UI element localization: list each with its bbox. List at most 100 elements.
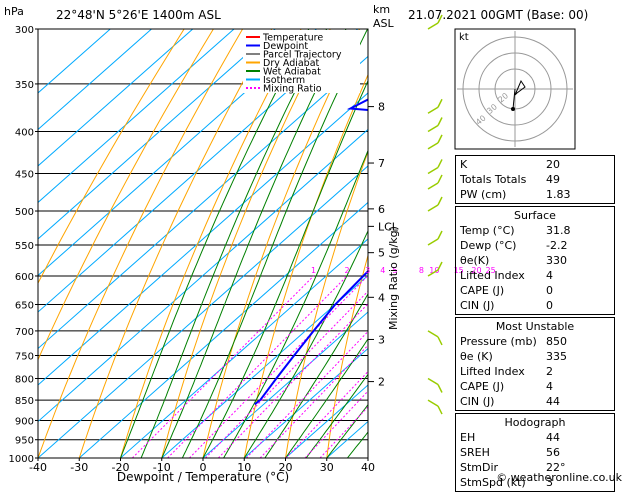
surface-value: 4 [546,268,610,283]
index-value: 49 [546,172,610,187]
asl-unit-label: ASL [373,17,395,30]
mixing-ratio-line [206,276,383,458]
index-value: 20 [546,157,610,172]
km-tick-label: 8 [378,101,385,114]
wind-barb-flag [438,175,442,183]
most-unstable-row: CAPE (J)4 [456,379,614,394]
most-unstable-label: Lifted Index [460,364,546,379]
hodograph-table-label: StmDir [460,460,546,475]
mixing-ratio-label: 4 [380,266,385,275]
pressure-tick-label: 650 [15,301,34,312]
wind-barb-flag [438,406,442,414]
km-unit-label: km [373,3,390,16]
hodograph-table-value: 56 [546,445,610,460]
most-unstable-label: Pressure (mb) [460,334,546,349]
hodograph-table-row: StmSpd (kt)3 [456,475,614,490]
surface-label: Lifted Index [460,268,546,283]
pressure-tick-label: 600 [15,272,34,283]
km-tick-label: 3 [378,333,385,346]
surface-label: θe(K) [460,253,546,268]
most-unstable-label: CIN (J) [460,394,546,409]
isotherm-line [0,29,482,458]
hodograph-table-value: 22° [546,460,610,475]
most-unstable-row: Pressure (mb)850 [456,334,614,349]
km-tick-label: 4 [378,291,385,304]
pressure-tick-label: 700 [15,327,34,338]
isotherm-line [0,29,399,458]
hodograph-table-label: EH [460,430,546,445]
pressure-tick-label: 750 [15,351,34,362]
most-unstable-row: CIN (J)44 [456,394,614,409]
mixing-ratio-line [189,276,367,458]
wind-barb-flag [438,135,442,143]
wind-barb-flag [438,384,442,392]
surface-row: θe(K)330 [456,253,614,268]
km-tick-label: 2 [378,376,385,389]
x-axis-label: Dewpoint / Temperature (°C) [117,470,289,484]
hodograph-unit-label: kt [459,32,469,43]
wind-barb [428,143,438,149]
temperature-tick-label: -30 [70,461,88,474]
pressure-tick-label: 300 [15,25,34,36]
wind-barb-flag [438,231,442,239]
hodograph-title: Hodograph [456,415,614,430]
surface-row: CAPE (J)0 [456,283,614,298]
surface-row: CIN (J)0 [456,298,614,313]
hodograph-table-value: 44 [546,430,610,445]
index-row-pw: PW (cm)1.83 [456,187,614,202]
temperature-tick-label: 40 [361,461,375,474]
mixing-ratio-label: 2 [344,266,349,275]
wind-barb [428,126,438,132]
most-unstable-label: θe (K) [460,349,546,364]
surface-title: Surface [456,208,614,223]
isotherm-line [0,29,440,458]
surface-row: Dewp (°C)-2.2 [456,238,614,253]
temperature-tick-label: -40 [29,461,47,474]
pressure-tick-label: 950 [15,436,34,447]
isotherm-line [0,29,234,458]
pressure-tick-label: 500 [15,207,34,218]
surface-label: Temp (°C) [460,223,546,238]
mixing-ratio-label: 1 [311,266,316,275]
most-unstable-value: 2 [546,364,610,379]
pressure-tick-label: 800 [15,374,34,385]
surface-value: 31.8 [546,223,610,238]
km-tick-label: 7 [378,157,385,170]
wind-barb-flag [438,99,442,107]
mixing-ratio-line [168,276,347,458]
wind-barb [428,167,438,173]
wind-barb [428,239,438,245]
legend-label: Mixing Ratio [263,84,322,95]
km-tick-label: 5 [378,247,385,260]
wind-barb [428,331,438,337]
pressure-tick-label: 900 [15,416,34,427]
pressure-tick-label: 450 [15,169,34,180]
pressure-tick-label: 550 [15,241,34,252]
most-unstable-row: θe (K)335 [456,349,614,364]
wind-barb [428,183,438,189]
wind-barb-flag [438,118,442,126]
datetime-title: 21.07.2021 00GMT (Base: 00) [408,8,588,22]
surface-label: CAPE (J) [460,283,546,298]
most-unstable-value: 335 [546,349,610,364]
wind-barb-flag [438,197,442,205]
wind-barb [428,400,438,406]
hodograph-table-label: StmSpd (kt) [460,475,546,490]
index-value: 1.83 [546,187,610,202]
km-tick-label: 6 [378,203,385,216]
wind-barb [428,205,438,211]
most-unstable-label: CAPE (J) [460,379,546,394]
surface-label: Dewp (°C) [460,238,546,253]
temperature-tick-label: 30 [320,461,334,474]
